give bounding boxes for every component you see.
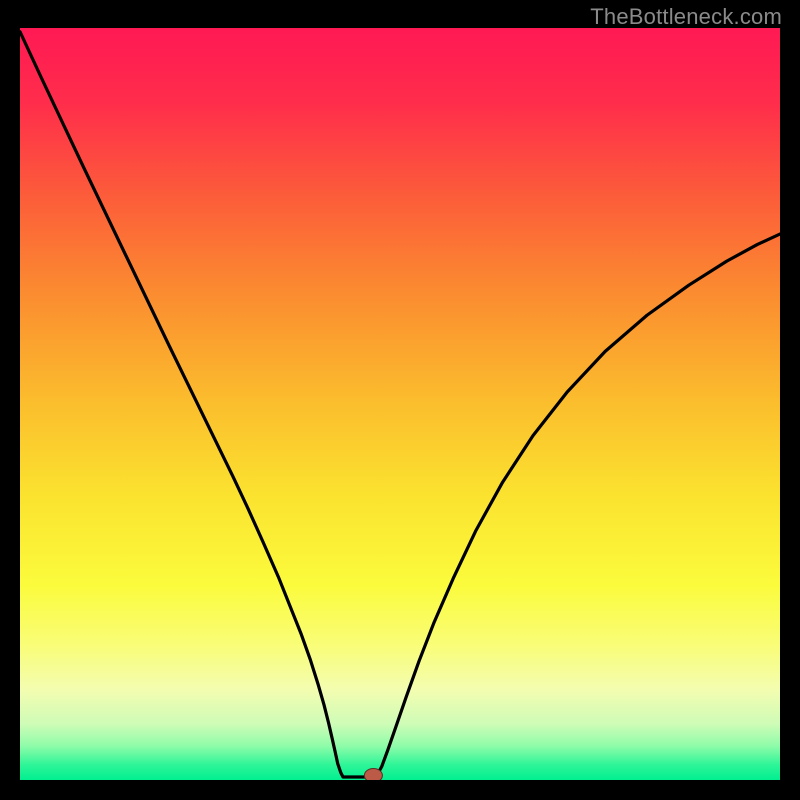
optimum-marker: [364, 768, 382, 780]
plot-area: [20, 28, 780, 780]
plot-svg: [20, 28, 780, 780]
plot-background: [20, 28, 780, 780]
watermark-text: TheBottleneck.com: [590, 4, 782, 30]
chart-frame: TheBottleneck.com: [0, 0, 800, 800]
